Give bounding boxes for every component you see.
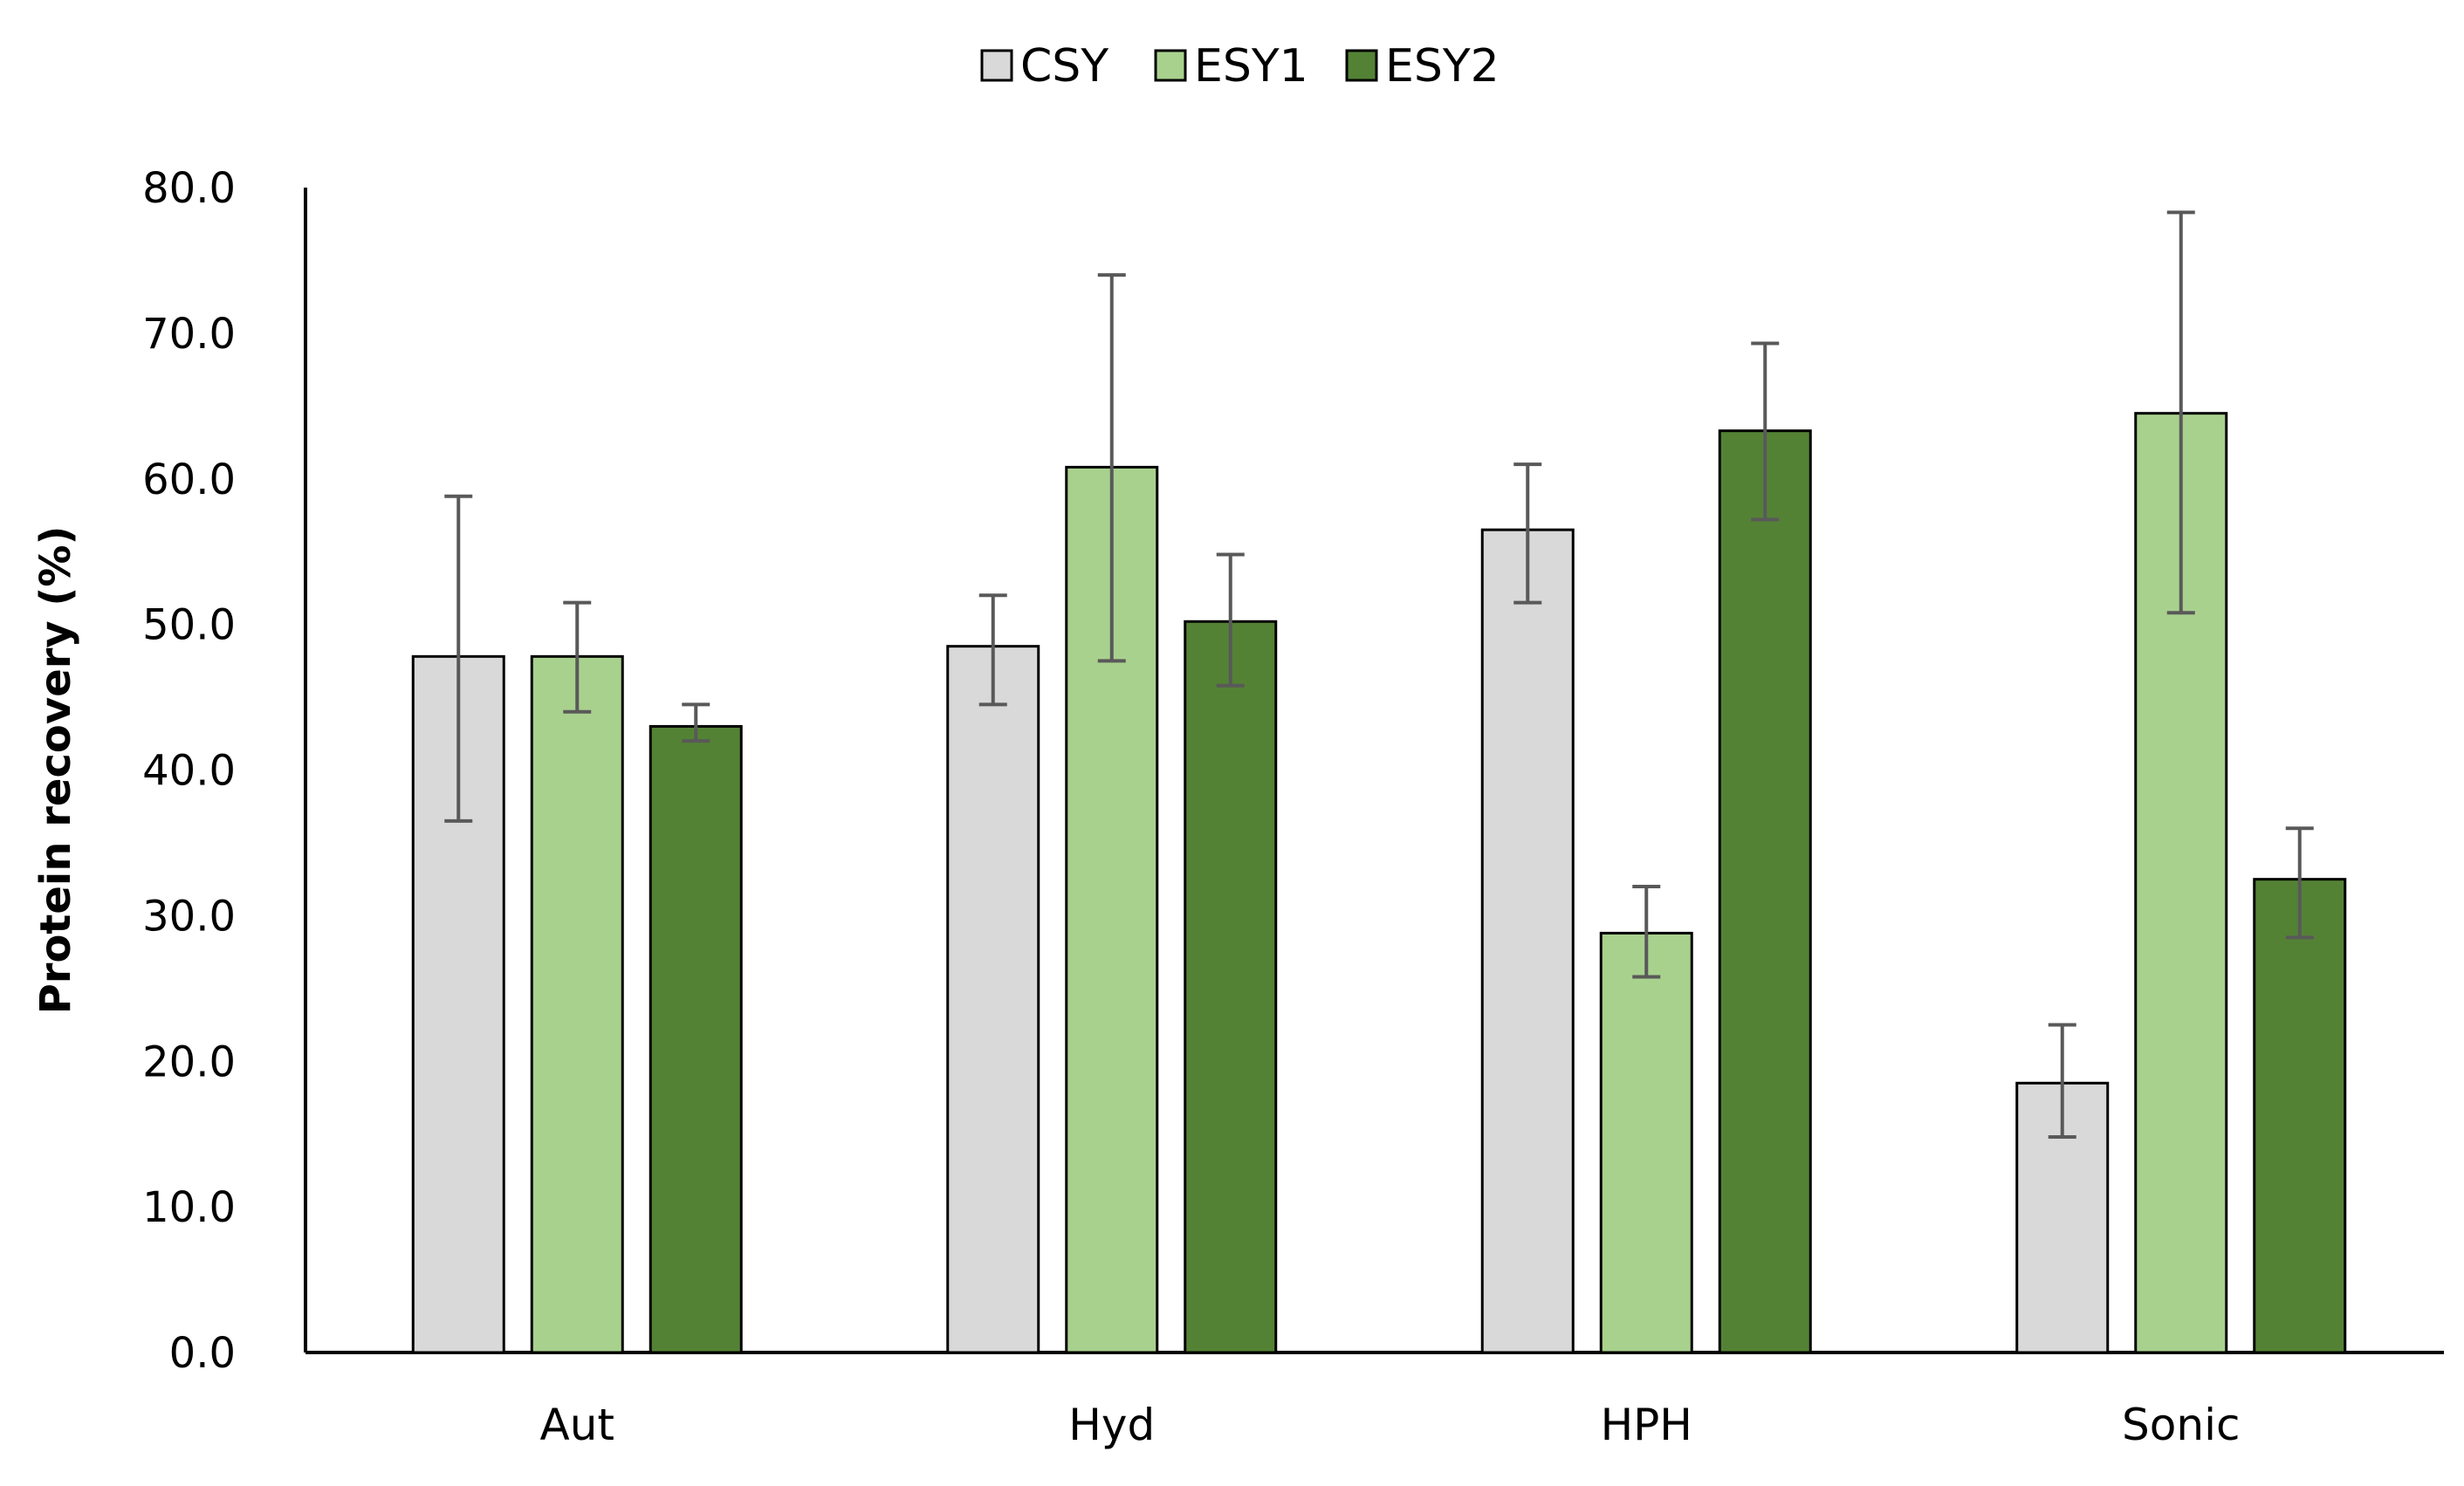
y-axis-title: Protein recovery (%) (31, 526, 80, 1015)
bars (411, 412, 2347, 1354)
bar-esy2-sonic (2253, 878, 2347, 1354)
bar-csy-hph (1480, 528, 1575, 1354)
y-tick-label: 10.0 (142, 1183, 236, 1232)
y-tick-label: 60.0 (142, 455, 236, 504)
legend-swatch (980, 49, 1013, 82)
y-tick-label: 0.0 (169, 1329, 236, 1378)
error-bar-esy1-aut (563, 600, 592, 714)
x-tick-label: Hyd (1068, 1400, 1155, 1450)
error-bar-esy1-sonic (2166, 210, 2195, 615)
legend-item-esy2: ESY2 (1345, 40, 1500, 92)
error-bars (444, 210, 2314, 1140)
x-tick-label: Aut (540, 1400, 615, 1450)
error-bar-esy2-hyd (1216, 552, 1245, 688)
error-bar-esy1-hyd (1097, 273, 1126, 663)
bar-esy2-aut (649, 724, 743, 1354)
x-tick-label: Sonic (2122, 1400, 2240, 1450)
error-bar-csy-sonic (2048, 1023, 2076, 1140)
y-tick-label: 30.0 (142, 892, 236, 941)
bar-csy-hyd (946, 645, 1040, 1354)
error-bar-csy-hph (1513, 462, 1542, 605)
error-bar-esy2-sonic (2285, 826, 2314, 940)
bar-esy1-aut (530, 654, 624, 1354)
legend-label: CSY (1020, 40, 1108, 92)
legend: CSY ESY1 ESY2 (980, 40, 1500, 92)
y-tick-label: 50.0 (142, 601, 236, 650)
legend-item-esy1: ESY1 (1154, 40, 1308, 92)
y-tick-label: 80.0 (142, 164, 236, 213)
error-bar-esy1-hph (1632, 885, 1661, 979)
bar-esy2-hph (1718, 429, 1812, 1354)
legend-label: ESY1 (1194, 40, 1308, 92)
x-axis: Aut Hyd HPH Sonic (305, 1351, 2444, 1450)
legend-swatch (1154, 49, 1187, 82)
bar-esy2-hyd (1184, 620, 1278, 1354)
bar-esy1-hph (1599, 931, 1693, 1354)
error-bar-csy-aut (444, 494, 473, 823)
legend-swatch (1345, 49, 1378, 82)
x-tick-label: HPH (1601, 1400, 1692, 1450)
error-bar-csy-hyd (978, 593, 1007, 707)
error-bar-esy2-hph (1751, 341, 1780, 522)
y-tick-label: 20.0 (142, 1037, 236, 1086)
legend-item-csy: CSY (980, 40, 1108, 92)
y-axis: 0.0 10.0 20.0 30.0 40.0 50.0 60.0 70.0 80.0 (142, 164, 307, 1378)
legend-label: ESY2 (1385, 40, 1500, 92)
error-bar-esy2-aut (682, 702, 710, 743)
y-tick-label: 70.0 (142, 310, 236, 359)
y-tick-label: 40.0 (142, 747, 236, 796)
